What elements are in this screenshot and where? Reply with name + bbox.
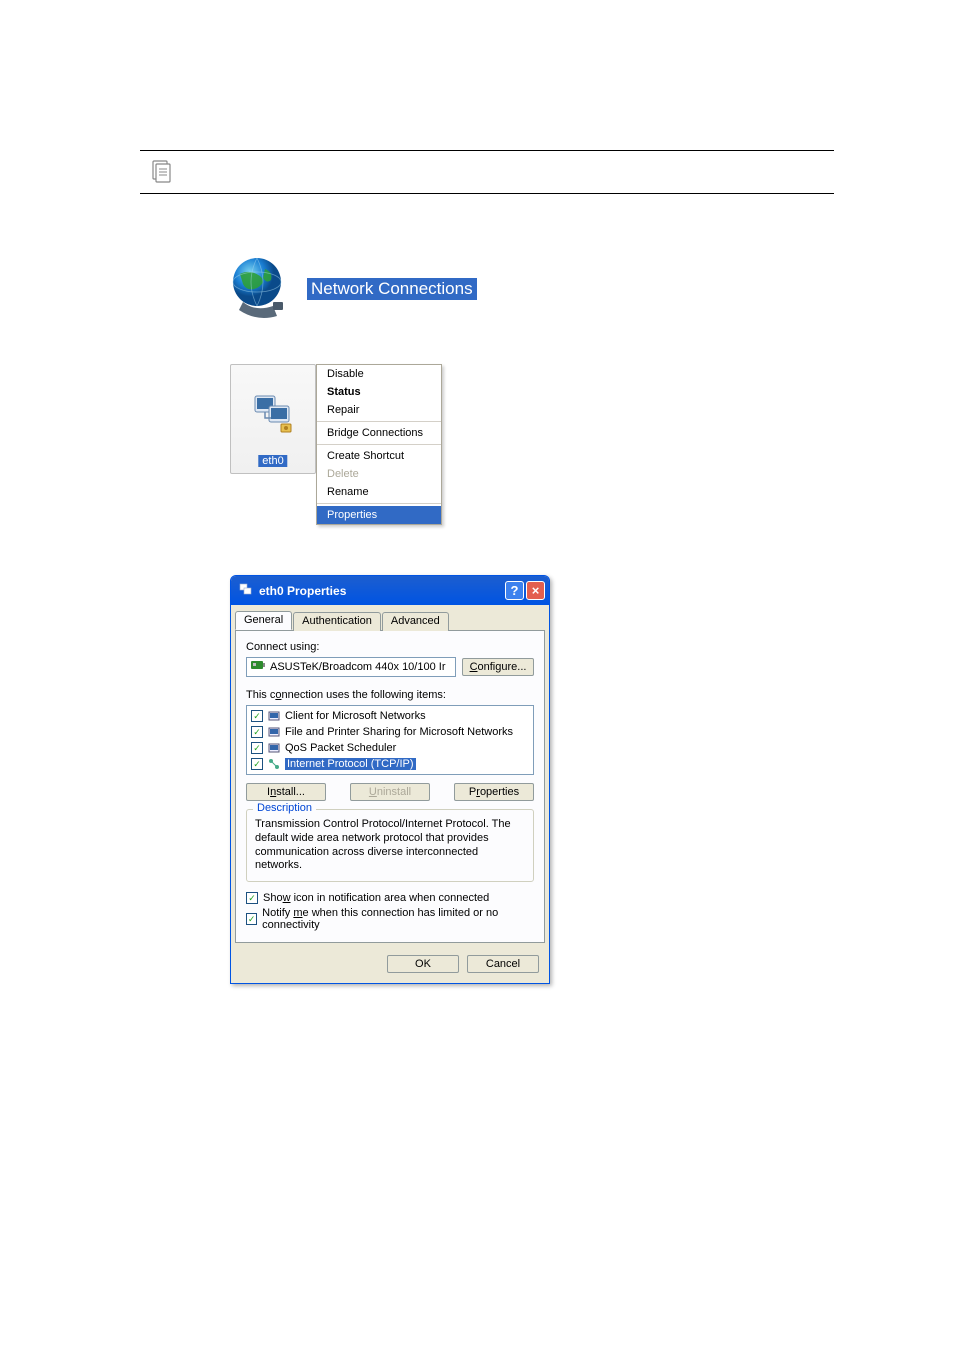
menu-disable[interactable]: Disable bbox=[317, 365, 441, 383]
note-icon bbox=[150, 159, 174, 183]
client-icon bbox=[267, 709, 281, 723]
device-name-text: ASUSTeK/Broadcom 440x 10/100 Ir bbox=[270, 661, 445, 673]
item-tcpip[interactable]: ✓ Internet Protocol (TCP/IP) bbox=[247, 756, 533, 772]
dialog-help-button[interactable]: ? bbox=[505, 581, 524, 600]
connect-using-label: Connect using: bbox=[246, 641, 534, 653]
menu-bridge[interactable]: Bridge Connections bbox=[317, 424, 441, 442]
menu-repair[interactable]: Repair bbox=[317, 401, 441, 419]
menu-properties[interactable]: Properties bbox=[317, 506, 441, 524]
cancel-button[interactable]: Cancel bbox=[467, 955, 539, 973]
notify-label: Notify me when this connection has limit… bbox=[262, 907, 534, 931]
menu-separator bbox=[317, 444, 441, 445]
menu-create-shortcut[interactable]: Create Shortcut bbox=[317, 447, 441, 465]
ok-button[interactable]: OK bbox=[387, 955, 459, 973]
item-label: QoS Packet Scheduler bbox=[285, 742, 396, 754]
connection-context-menu: Disable Status Repair Bridge Connections… bbox=[316, 364, 442, 525]
checkbox-icon[interactable]: ✓ bbox=[251, 742, 263, 754]
items-label: This connection uses the following items… bbox=[246, 689, 534, 701]
eth0-properties-dialog: eth0 Properties ? × General Authenticati… bbox=[230, 575, 550, 984]
network-connections-icon[interactable] bbox=[225, 254, 295, 324]
item-label: Internet Protocol (TCP/IP) bbox=[285, 758, 416, 770]
tab-general[interactable]: General bbox=[235, 611, 292, 630]
checkbox-icon[interactable]: ✓ bbox=[246, 892, 258, 904]
lan-icon bbox=[251, 390, 295, 434]
dialog-footer: OK Cancel bbox=[231, 947, 549, 983]
show-icon-label: Show icon in notification area when conn… bbox=[263, 892, 489, 904]
configure-button[interactable]: Configure... bbox=[462, 658, 534, 676]
sharing-icon bbox=[267, 725, 281, 739]
menu-delete: Delete bbox=[317, 465, 441, 483]
menu-rename[interactable]: Rename bbox=[317, 483, 441, 501]
item-qos[interactable]: ✓ QoS Packet Scheduler bbox=[247, 740, 533, 756]
dialog-title-text: eth0 Properties bbox=[259, 584, 346, 598]
item-label: Client for Microsoft Networks bbox=[285, 710, 426, 722]
show-icon-checkbox[interactable]: ✓ Show icon in notification area when co… bbox=[246, 892, 534, 904]
item-client-ms-networks[interactable]: ✓ Client for Microsoft Networks bbox=[247, 708, 533, 724]
dialog-close-button[interactable]: × bbox=[526, 581, 545, 600]
uninstall-button: Uninstall bbox=[350, 783, 430, 801]
menu-status[interactable]: Status bbox=[317, 383, 441, 401]
checkbox-icon[interactable]: ✓ bbox=[246, 913, 257, 925]
description-label: Description bbox=[253, 802, 316, 814]
tab-authentication[interactable]: Authentication bbox=[293, 612, 381, 631]
description-text: Transmission Control Protocol/Internet P… bbox=[255, 818, 525, 873]
connection-items-list[interactable]: ✓ Client for Microsoft Networks ✓ File a… bbox=[246, 705, 534, 775]
note-separator bbox=[140, 150, 834, 194]
checkbox-icon[interactable]: ✓ bbox=[251, 758, 263, 770]
tab-advanced[interactable]: Advanced bbox=[382, 612, 449, 631]
install-button[interactable]: Install... bbox=[246, 783, 326, 801]
network-connections-label[interactable]: Network Connections bbox=[307, 278, 477, 300]
item-file-printer-sharing[interactable]: ✓ File and Printer Sharing for Microsoft… bbox=[247, 724, 533, 740]
properties-button[interactable]: Properties bbox=[454, 783, 534, 801]
dialog-title-icon bbox=[239, 582, 253, 599]
description-group: Description Transmission Control Protoco… bbox=[246, 809, 534, 882]
menu-separator bbox=[317, 421, 441, 422]
tab-general-body: Connect using: ASUSTeK/Broadcom 440x 10/… bbox=[235, 630, 545, 943]
device-name-field[interactable]: ASUSTeK/Broadcom 440x 10/100 Ir bbox=[246, 657, 456, 677]
checkbox-icon[interactable]: ✓ bbox=[251, 726, 263, 738]
connection-name-label: eth0 bbox=[258, 455, 287, 467]
connection-eth0-icon[interactable]: eth0 bbox=[230, 364, 316, 474]
network-card-icon bbox=[251, 660, 265, 674]
dialog-titlebar[interactable]: eth0 Properties ? × bbox=[231, 576, 549, 605]
notify-checkbox[interactable]: ✓ Notify me when this connection has lim… bbox=[246, 907, 534, 931]
tab-row: General Authentication Advanced bbox=[231, 605, 549, 630]
item-label: File and Printer Sharing for Microsoft N… bbox=[285, 726, 513, 738]
checkbox-icon[interactable]: ✓ bbox=[251, 710, 263, 722]
protocol-icon bbox=[267, 757, 281, 771]
qos-icon bbox=[267, 741, 281, 755]
menu-separator bbox=[317, 503, 441, 504]
